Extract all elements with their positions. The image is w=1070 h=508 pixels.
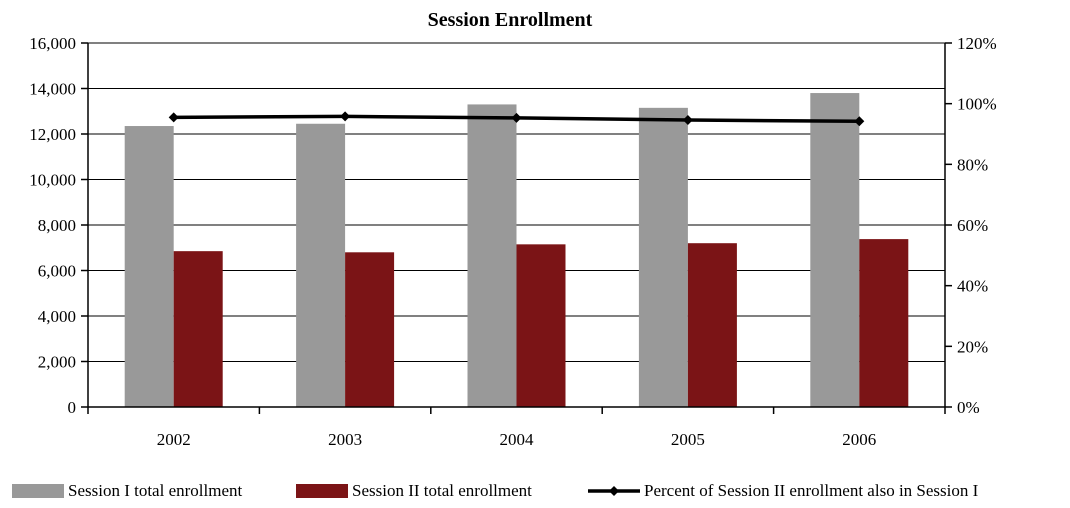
- left-axis-tick-label: 8,000: [38, 216, 76, 235]
- legend: Session I total enrollment Session II tot…: [12, 481, 979, 500]
- right-axis-tick-label: 60%: [957, 216, 988, 235]
- left-axis-tick-label: 4,000: [38, 307, 76, 326]
- bar-session-i: [467, 104, 517, 408]
- left-axis-tick-label: 2,000: [38, 353, 76, 372]
- percent-point: [168, 112, 179, 123]
- legend-swatch-session-i: [12, 484, 64, 498]
- bar-session-i: [638, 107, 688, 408]
- percent-point: [340, 111, 351, 122]
- percent-point: [682, 115, 693, 126]
- right-axis-tick-label: 80%: [957, 155, 988, 174]
- percent-point: [854, 116, 865, 127]
- left-axis-tick-label: 0: [68, 398, 77, 417]
- bar-session-i: [296, 123, 346, 407]
- right-axis-tick-label: 0%: [957, 398, 980, 417]
- legend-swatch-percent-marker: [609, 486, 619, 496]
- x-axis-tick-label: 2002: [157, 430, 191, 449]
- right-axis-tick-label: 20%: [957, 337, 988, 356]
- chart-title: Session Enrollment: [428, 9, 593, 31]
- x-axis-tick-label: 2003: [328, 430, 362, 449]
- bar-series: [124, 93, 909, 408]
- left-axis-tick-label: 6,000: [38, 262, 76, 281]
- legend-swatch-session-ii: [296, 484, 348, 498]
- bar-session-ii: [859, 239, 909, 407]
- right-axis-tick-label: 120%: [957, 34, 997, 53]
- axes: 0 2,000 4,000 6,000 8,000 10,000 12,000 14,000 1…: [29, 34, 996, 449]
- legend-label-session-ii: Session II total enrollment: [352, 481, 532, 500]
- bar-session-ii: [345, 252, 395, 407]
- legend-label-percent: Percent of Session II enrollment also in…: [644, 481, 979, 500]
- left-axis-tick-label: 16,000: [29, 34, 76, 53]
- legend-label-session-i: Session I total enrollment: [68, 481, 243, 500]
- x-axis-tick-label: 2005: [671, 430, 705, 449]
- bar-session-i: [810, 93, 860, 408]
- bar-session-i: [124, 126, 174, 407]
- left-axis-tick-label: 12,000: [29, 125, 76, 144]
- x-axis-tick-label: 2006: [842, 430, 876, 449]
- left-axis-tick-label: 14,000: [29, 80, 76, 99]
- right-axis-tick-label: 100%: [957, 95, 997, 114]
- bar-session-ii: [687, 243, 737, 407]
- line-series: [168, 111, 865, 127]
- bar-session-ii: [516, 244, 566, 407]
- right-axis-tick-label: 40%: [957, 277, 988, 296]
- left-axis-tick-label: 10,000: [29, 171, 76, 190]
- percent-point: [511, 112, 522, 123]
- bar-session-ii: [173, 251, 223, 407]
- x-axis-tick-label: 2004: [500, 430, 535, 449]
